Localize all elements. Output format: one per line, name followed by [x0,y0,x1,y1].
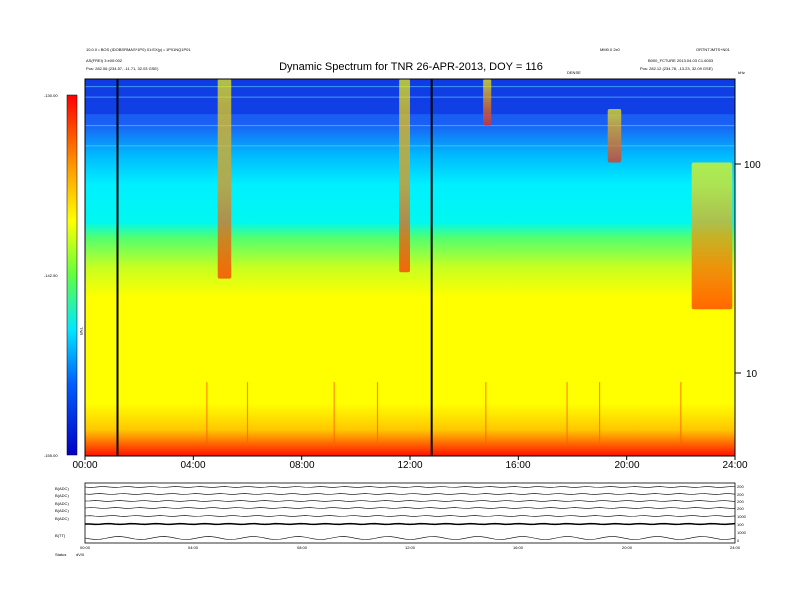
bottom-x-tick-3: 12:00 [405,545,416,550]
time-tick-4: 16:00 [505,460,530,471]
housekeeping-trace [84,536,736,540]
bottom-right-label-3: 200 [737,499,744,504]
bottom-traces [84,486,736,540]
radio-burst [483,79,492,126]
colorbar-tick-bottom: -155.00 [44,453,58,458]
header-right-line3: B000_FCTURE 2013.04.03 C1.6003 [648,58,714,63]
housekeeping-trace [84,522,736,526]
housekeeping-trace [84,493,736,495]
freq-label-100: 100 [744,160,761,171]
time-tick-2: 08:00 [289,460,314,471]
bottom-right-label-6: 100 [737,522,744,527]
bottom-right-label-2: 200 [737,492,744,497]
time-axis: 00:00 04:00 08:00 12:00 16:00 20:00 24:0… [72,456,748,471]
bottom-right-label-1: 200 [737,484,744,489]
bottom-x-tick-6: 24:00 [730,545,741,550]
spectrogram-features [85,79,735,456]
freq-label-10: 10 [746,369,758,380]
bottom-right-label-7: 1000 [737,530,747,535]
bottom-row-label-7: B(TT) [55,533,66,538]
frequency-axis: 100 10 [735,160,761,380]
header-left-line2: AS(FREI) 3 e00:002 [86,58,123,63]
bottom-x-tick-4: 16:00 [513,545,524,550]
radio-burst [607,108,622,163]
bottom-row-label-3: B(ADC) [55,501,69,506]
time-tick-1: 04:00 [180,460,205,471]
bottom-x-tick-5: 20:00 [622,545,633,550]
header-right-line4: Pos: 282.12 (234.78, -13.23, 32.09 GSE) [640,66,713,71]
header-right-corner: kHz [738,70,745,75]
colorbar-tick-mid: -142.50 [44,273,58,278]
time-tick-0: 00:00 [72,460,97,471]
time-tick-5: 20:00 [614,460,639,471]
bottom-row-label-2: B(ADC) [55,493,69,498]
bottom-x-tick-0: 00:00 [80,545,91,550]
bottom-x-tick-2: 08:00 [297,545,308,550]
bottom-panel: B(ADC) B(ADC) B(ADC) B(ADC) B(ADC) B(TT)… [55,482,747,557]
colorbar [66,94,78,456]
chart-title: Dynamic Spectrum for TNR 26-APR-2013, DO… [279,61,543,73]
bottom-footer-left: Status [55,552,66,557]
colorbar-tick-top: -130.00 [44,93,58,98]
header-right-line2: ORTNTJMTS+N01 [696,47,731,52]
time-tick-6: 24:00 [722,460,747,471]
colorbar-label: TNR [79,327,84,335]
bottom-right-label-8: 0 [737,538,740,543]
housekeeping-trace [84,486,736,488]
header-right-line1: MM0.0 2x0 [600,47,621,52]
bottom-row-label-1: B(ADC) [55,486,69,491]
radio-burst [217,79,232,279]
header-left-line1: 10.0.0 • BOS (IDOBSRMAS*1P0) 01:EX(y) • … [86,47,191,52]
radio-burst [399,79,410,273]
header-center-mark: DENSE [567,70,581,75]
time-tick-3: 12:00 [397,460,422,471]
spectrogram-panel [84,78,736,457]
bottom-row-label-5: B(ADC) [55,516,69,521]
bottom-row-label-4: B(ADC) [55,508,69,513]
housekeeping-trace [84,507,736,509]
bottom-right-label-4: 200 [737,506,744,511]
header-left-line3: Pos: 282.06 (234.57, -11.71, 32.03 GSE) [86,66,159,71]
bottom-panel-frame [84,482,736,544]
bottom-footer-mid: dV/0 [76,552,85,557]
bottom-x-tick-1: 04:00 [188,545,199,550]
radio-burst [691,162,733,310]
housekeeping-trace [84,515,736,517]
housekeeping-trace [84,500,736,502]
bottom-right-label-5: 1000 [737,514,747,519]
